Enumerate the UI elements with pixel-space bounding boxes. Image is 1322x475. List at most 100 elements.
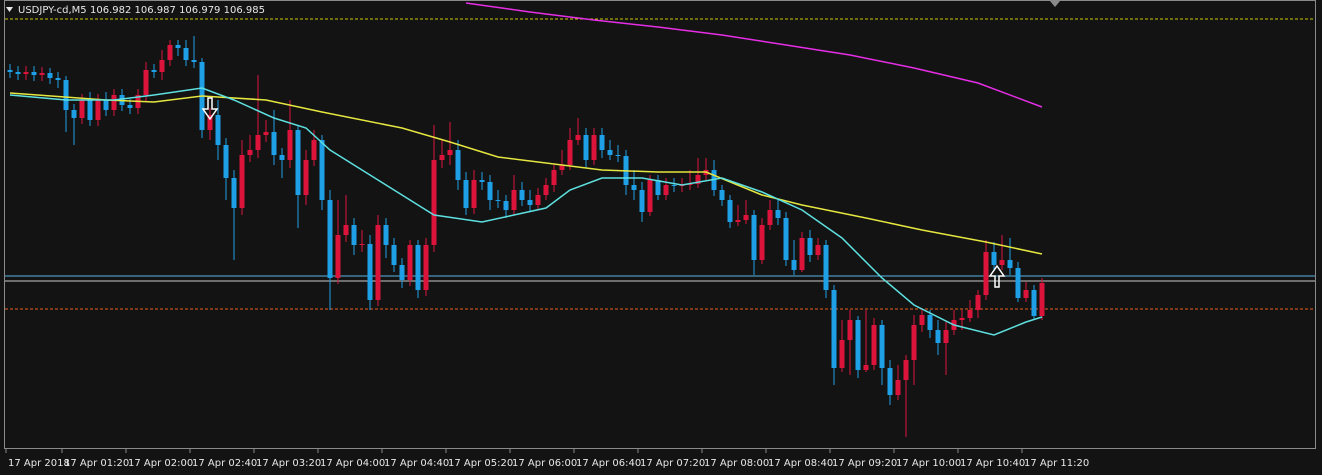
candle-body xyxy=(31,72,37,75)
candle-body xyxy=(935,330,941,343)
candle-body xyxy=(807,238,813,255)
candle-body xyxy=(255,135,261,150)
candle-body xyxy=(919,315,925,325)
x-tick-label: 17 Apr 08:40 xyxy=(768,458,833,469)
candle-body xyxy=(503,201,509,210)
candle-body xyxy=(343,225,349,235)
candle-body xyxy=(967,310,973,318)
candle-body xyxy=(759,225,765,260)
candle-body xyxy=(447,150,453,155)
candle-body xyxy=(159,60,165,72)
candle-body xyxy=(615,155,621,156)
candle-body xyxy=(247,150,253,155)
candle-body xyxy=(479,180,485,182)
candle-body xyxy=(471,180,477,208)
candle-body xyxy=(239,155,245,208)
candle-body xyxy=(767,210,773,225)
candle-body xyxy=(943,330,949,343)
candle-body xyxy=(959,318,965,320)
candle-body xyxy=(991,252,997,265)
candle-body xyxy=(127,105,133,108)
candle-body xyxy=(415,245,421,290)
candle-body xyxy=(327,200,333,278)
candle-body xyxy=(535,195,541,205)
candle-body xyxy=(695,175,701,184)
candle-body xyxy=(311,140,317,160)
candle-body xyxy=(743,215,749,220)
x-tick-label: 17 Apr 11:20 xyxy=(1024,458,1089,469)
candle-body xyxy=(831,290,837,368)
plot-frame xyxy=(4,0,1316,449)
candle-body xyxy=(1031,290,1037,316)
candle-body xyxy=(551,170,557,185)
candle-body xyxy=(231,178,237,208)
candle-body xyxy=(719,190,725,200)
candle-body xyxy=(263,132,269,135)
candle-body xyxy=(1039,283,1045,316)
plot-area xyxy=(5,2,1315,437)
candle-body xyxy=(487,182,493,200)
candle-body xyxy=(15,72,21,74)
x-tick-label: 17 Apr 08:00 xyxy=(704,458,769,469)
candle-body xyxy=(407,245,413,280)
candle-body xyxy=(647,180,653,212)
candle-body xyxy=(167,45,173,60)
candle-body xyxy=(79,100,85,118)
x-tick-label: 17 Apr 04:00 xyxy=(320,458,385,469)
candle-body xyxy=(71,110,77,118)
candle-body xyxy=(399,265,405,280)
candle-body xyxy=(567,140,573,165)
indicator-line xyxy=(465,2,1043,108)
x-tick-label: 17 Apr 02:00 xyxy=(128,458,193,469)
x-tick-label: 17 Apr 04:40 xyxy=(384,458,449,469)
x-tick-label: 17 Apr 06:40 xyxy=(576,458,641,469)
symbol: USDJPY-cd,M5 xyxy=(18,5,87,16)
candle-body xyxy=(983,252,989,295)
candle-body xyxy=(463,180,469,208)
indicator-line xyxy=(9,92,1043,255)
candle-body xyxy=(823,245,829,290)
candle-body xyxy=(39,73,45,75)
candle-body xyxy=(1007,260,1013,268)
x-tick-label: 17 Apr 05:20 xyxy=(448,458,513,469)
candle-body xyxy=(663,185,669,195)
candle-body xyxy=(1023,290,1029,298)
candle-body xyxy=(751,215,757,260)
x-tick-label: 17 Apr 07:20 xyxy=(640,458,705,469)
candle-body xyxy=(495,200,501,201)
candle-body xyxy=(815,245,821,255)
candle-body xyxy=(871,325,877,365)
candle-body xyxy=(799,238,805,270)
candle-body xyxy=(511,190,517,210)
candle-body xyxy=(687,184,693,185)
candle-body xyxy=(295,130,301,195)
candle-body xyxy=(87,100,93,120)
candle-body xyxy=(559,165,565,170)
candle-body xyxy=(151,70,157,72)
candle-body xyxy=(855,320,861,370)
candle-body xyxy=(111,95,117,110)
candle-body xyxy=(783,218,789,260)
candle-body xyxy=(911,325,917,360)
candle-body xyxy=(735,220,741,222)
candle-body xyxy=(279,155,285,160)
candle-body xyxy=(439,155,445,160)
candle-body xyxy=(303,160,309,195)
x-tick-label: 17 Apr 06:00 xyxy=(512,458,577,469)
candle-body xyxy=(183,48,189,60)
candle-body xyxy=(431,160,437,245)
candle-body xyxy=(863,365,869,370)
candle-body xyxy=(55,78,61,80)
candle-body xyxy=(655,180,661,195)
candle-body xyxy=(375,225,381,300)
candle-body xyxy=(999,260,1005,265)
x-tick-label: 17 Apr 10:00 xyxy=(896,458,961,469)
candle-body xyxy=(727,200,733,222)
candle-body xyxy=(519,190,525,200)
candle-body xyxy=(103,100,109,110)
candle-body xyxy=(775,210,781,218)
menu-triangle[interactable] xyxy=(6,7,13,12)
candle-body xyxy=(639,190,645,212)
